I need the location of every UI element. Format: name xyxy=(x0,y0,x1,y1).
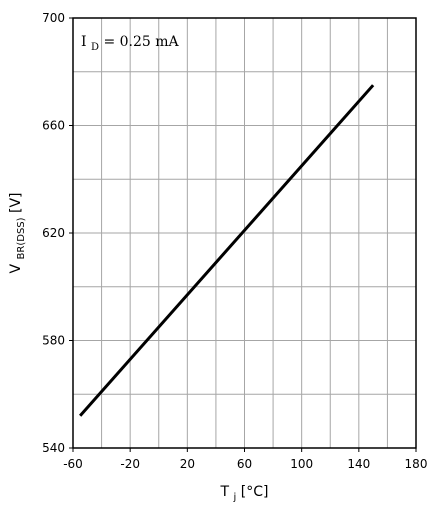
series-line xyxy=(79,84,375,417)
y-tick-label: 660 xyxy=(42,119,65,133)
x-axis-ticks: -60 -20 20 60 100 140 180 xyxy=(63,448,427,471)
y-tick-label: 620 xyxy=(42,226,65,240)
x-tick-label: 100 xyxy=(290,457,313,471)
condition-annotation: I D = 0.25 mA xyxy=(81,34,180,54)
x-tick-label: 20 xyxy=(180,457,195,471)
y-axis-ticks: 540 580 620 660 700 xyxy=(42,11,73,455)
y-tick-label: 580 xyxy=(42,334,65,348)
y-tick-label: 540 xyxy=(42,441,65,455)
y-axis-title: V BR(DSS) [V] xyxy=(8,192,28,273)
series-layer xyxy=(79,84,375,417)
x-tick-label: 60 xyxy=(237,457,252,471)
grid xyxy=(73,18,416,448)
x-tick-label: 140 xyxy=(347,457,370,471)
y-tick-label: 700 xyxy=(42,11,65,25)
x-tick-label: -60 xyxy=(63,457,83,471)
x-tick-label: -20 xyxy=(120,457,140,471)
x-axis-title: T j [°C] xyxy=(220,484,269,504)
x-tick-label: 180 xyxy=(405,457,428,471)
